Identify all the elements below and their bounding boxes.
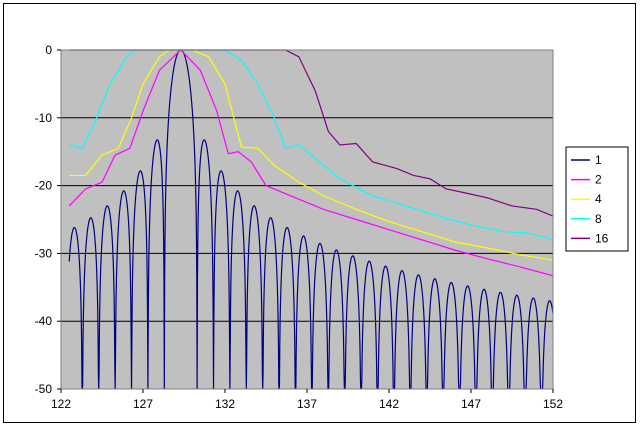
legend: 1 2 4 8 16: [565, 146, 629, 252]
y-tick-label: -30: [35, 246, 53, 260]
x-tick-label: 122: [51, 397, 71, 411]
series-line-1: [68, 49, 553, 389]
x-tick-label: 147: [461, 397, 481, 411]
series-line-16: [69, 49, 553, 217]
legend-label: 16: [595, 231, 609, 245]
series-line-4: [69, 49, 553, 261]
legend-label: 2: [595, 173, 602, 187]
legend-label: 4: [595, 192, 602, 206]
x-axis-ticks: 122 127 132 137 142 147 152: [51, 389, 563, 411]
y-tick-label: -20: [35, 179, 53, 193]
x-tick-label: 142: [379, 397, 399, 411]
series-lines: [68, 49, 553, 389]
legend-label: 1: [595, 153, 602, 167]
y-tick-label: 0: [45, 43, 52, 57]
x-tick-label: 152: [543, 397, 563, 411]
y-axis-ticks: 0 -10 -20 -30 -40 -50: [35, 43, 61, 396]
y-tick-label: -40: [35, 314, 53, 328]
x-tick-label: 137: [297, 397, 317, 411]
y-tick-label: -10: [35, 111, 53, 125]
y-tick-label: -50: [35, 382, 53, 396]
x-tick-label: 127: [133, 397, 153, 411]
legend-label: 8: [595, 212, 602, 226]
series-line-2: [68, 49, 553, 277]
x-tick-label: 132: [215, 397, 235, 411]
plot-area: [61, 50, 553, 389]
series-line-8: [69, 49, 553, 241]
